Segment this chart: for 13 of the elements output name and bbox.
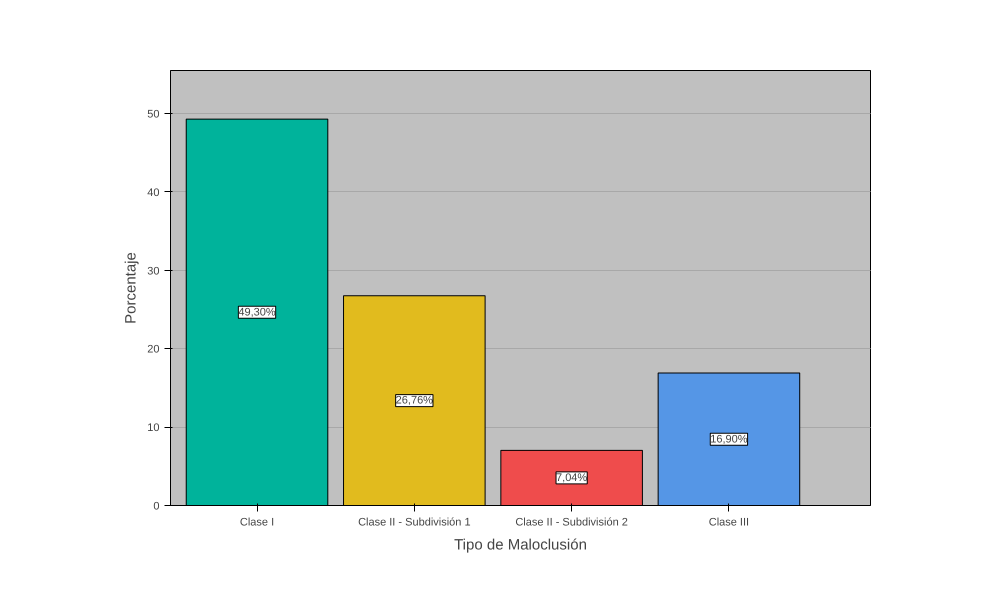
y-axis-title: Porcentaje — [122, 252, 140, 324]
y-tick-label: 30 — [147, 265, 160, 278]
x-tick-label: Clase III — [708, 516, 750, 528]
x-tick-label: Clase I — [240, 516, 274, 528]
y-tick-label: 20 — [147, 344, 160, 356]
y-tick-label: 10 — [147, 422, 160, 434]
x-tick-label: Clase II - Subdivisión 2 — [515, 516, 628, 528]
y-tick-label: 0 — [153, 500, 160, 512]
data-label: 26,76% — [396, 394, 434, 407]
x-tick-label: Clase II - Subdivisión 1 — [358, 516, 471, 528]
y-tick-label: 50 — [147, 108, 160, 121]
x-axis-title: Tipo de Maloclusión — [454, 536, 587, 554]
y-tick-label: 40 — [147, 186, 160, 199]
